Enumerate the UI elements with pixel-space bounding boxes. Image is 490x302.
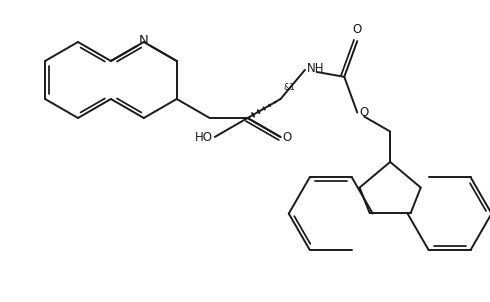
- Text: HO: HO: [195, 130, 213, 143]
- Text: O: O: [359, 106, 368, 119]
- Text: NH: NH: [307, 63, 324, 76]
- Text: O: O: [283, 130, 292, 143]
- Text: N: N: [139, 34, 148, 47]
- Text: &1: &1: [284, 83, 295, 92]
- Text: O: O: [353, 23, 362, 36]
